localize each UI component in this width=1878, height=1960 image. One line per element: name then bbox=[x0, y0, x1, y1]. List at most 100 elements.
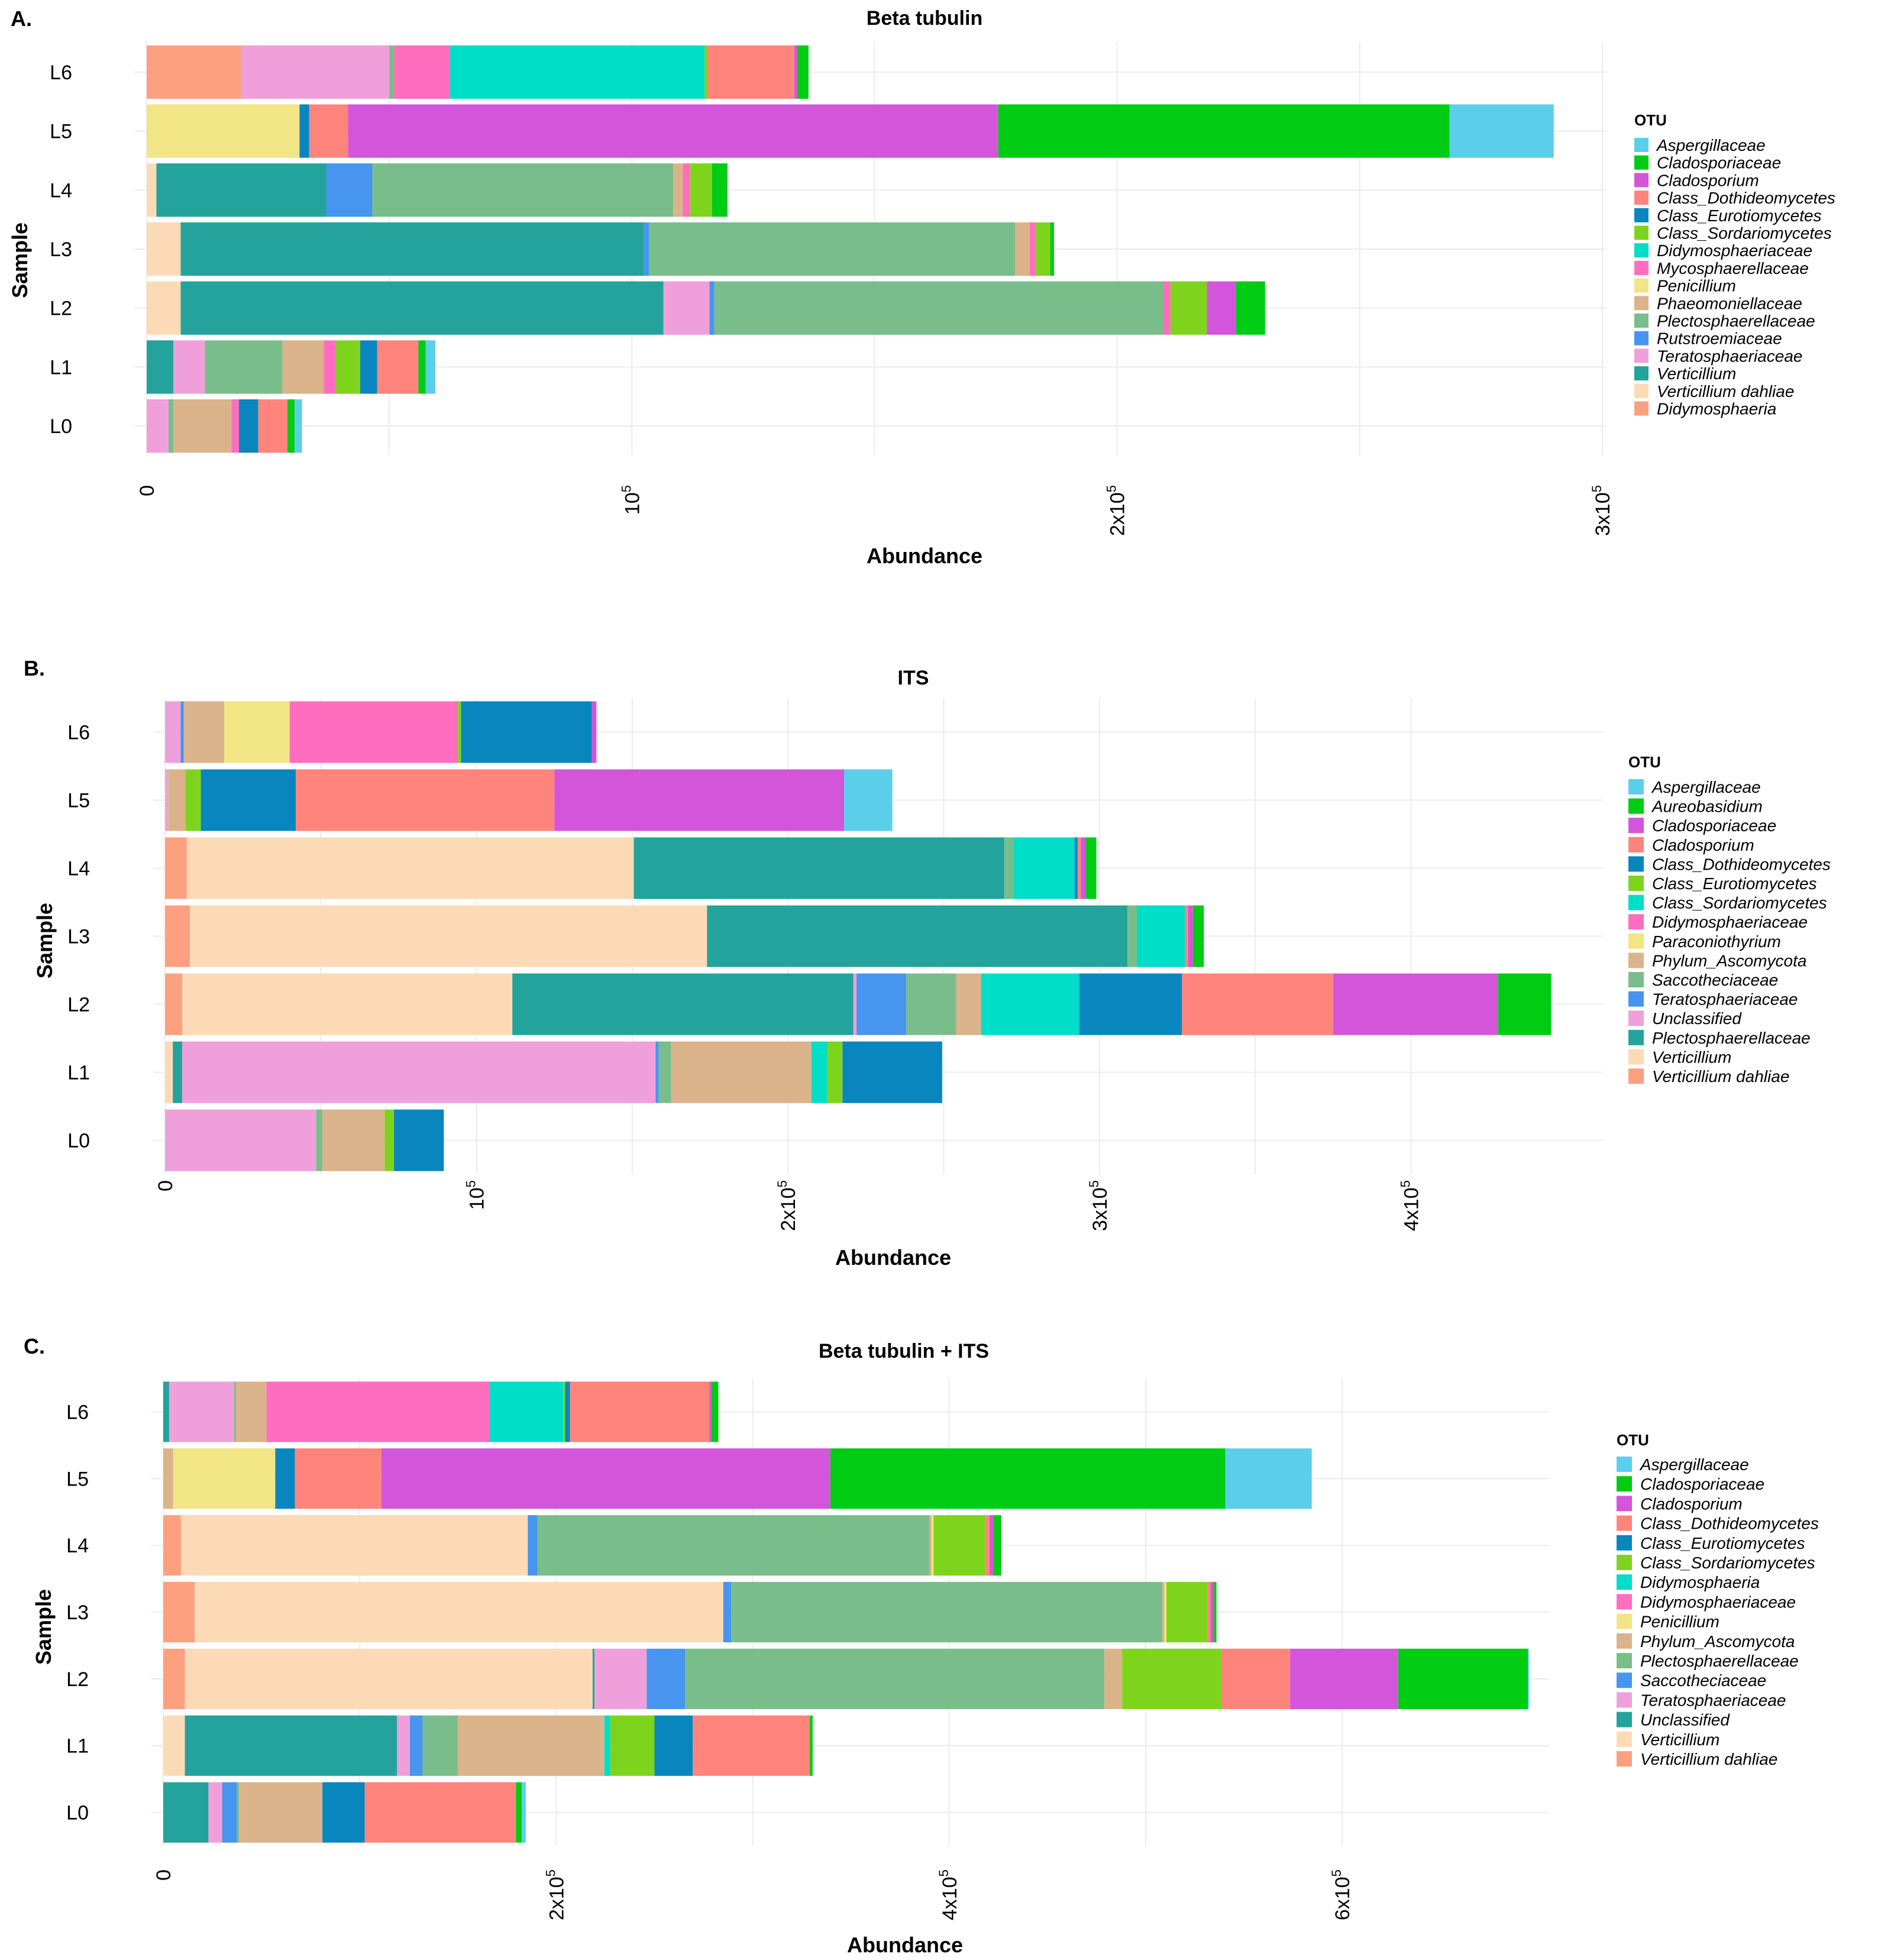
bar-segment-l1-verticillium bbox=[147, 340, 174, 394]
bar-segment-l6-class-eurotiomycetes bbox=[565, 1381, 570, 1442]
legend-label: Class_Sordariomycetes bbox=[1657, 224, 1832, 243]
bar-segment-l6-unclassified bbox=[163, 1381, 169, 1442]
bar-segment-l3-verticillium bbox=[190, 905, 707, 967]
bar-segment-l4-penicillium bbox=[931, 1515, 934, 1576]
bar-segment-l2-verticillium bbox=[185, 1648, 593, 1709]
y-tick-label: L5 bbox=[50, 121, 72, 143]
bar-segment-l2-verticillium bbox=[182, 973, 513, 1035]
bar-segment-l6-cladosporiaceae bbox=[591, 701, 597, 763]
legend-label: Phylum_Ascomycota bbox=[1652, 951, 1806, 970]
x-tick-label: 4x105 bbox=[1398, 1180, 1423, 1231]
panel-b-legend-title: OTU bbox=[1628, 753, 1661, 771]
bar-segment-l1-cladosporiaceae bbox=[418, 340, 426, 394]
legend-swatch bbox=[1634, 243, 1648, 258]
legend-swatch bbox=[1628, 914, 1644, 930]
legend-swatch bbox=[1634, 331, 1648, 345]
y-tick-label: L6 bbox=[50, 62, 72, 84]
legend-swatch bbox=[1634, 208, 1648, 222]
bar-segment-l1-class-eurotiomycetes bbox=[360, 340, 377, 394]
bar-segment-l1-class-dothideomycetes bbox=[842, 1041, 942, 1103]
bar-segment-l1-class-sordariomycetes bbox=[811, 1041, 828, 1103]
legend-label: Cladosporiaceae bbox=[1657, 154, 1781, 172]
legend-label: Verticillium dahliae bbox=[1640, 1750, 1777, 1768]
bar-segment-l4-saccotheciaceae bbox=[1004, 837, 1014, 899]
bars bbox=[163, 1381, 1529, 1843]
legend: AspergillaceaeAureobasidiumCladosporiace… bbox=[1628, 778, 1831, 1086]
legend-swatch bbox=[1617, 1692, 1632, 1708]
bar-segment-l1-cladosporiaceae bbox=[809, 1715, 813, 1776]
bar-segment-l3-plectosphaerellaceae bbox=[731, 1581, 1163, 1643]
panel-a-title: Beta tubulin bbox=[867, 7, 982, 30]
bar-segment-l2-mycosphaerellaceae bbox=[1163, 281, 1171, 335]
legend-label: Cladosporiaceae bbox=[1652, 816, 1776, 835]
bar-segment-l5-aspergillaceae bbox=[1225, 1448, 1312, 1509]
bar-segment-l5-cladosporiaceae bbox=[998, 104, 1450, 158]
bar-segment-l0-class-dothideomycetes bbox=[258, 399, 287, 453]
bar-segment-l1-class-eurotiomycetes bbox=[654, 1715, 693, 1776]
bar-segment-l6-unclassified bbox=[165, 701, 181, 763]
legend-label: Class_Dothideomycetes bbox=[1640, 1515, 1819, 1533]
legend-swatch bbox=[1617, 1476, 1632, 1492]
bar-segment-l5-class-eurotiomycetes bbox=[185, 769, 201, 831]
bar-segment-l0-cladosporiaceae bbox=[287, 399, 295, 453]
bar-segment-l1-mycosphaerellaceae bbox=[324, 340, 336, 394]
bar-segment-l2-phylum-ascomycota bbox=[956, 973, 981, 1035]
bar-segment-l2-teratosphaeriaceae bbox=[594, 1648, 647, 1709]
bar-segment-l0-plectosphaerellaceae bbox=[237, 1782, 239, 1843]
bar-segment-l1-didymosphaeria bbox=[604, 1715, 610, 1776]
bar-segment-l1-class-eurotiomycetes bbox=[827, 1041, 843, 1103]
bar-segment-l3-class-sordariomycetes bbox=[1035, 222, 1050, 276]
legend-swatch bbox=[1628, 1029, 1644, 1045]
bar-segment-l1-plectosphaerellaceae bbox=[205, 340, 283, 394]
bar-segment-l4-class-dothideomycetes bbox=[1074, 837, 1078, 899]
bar-segment-l5-cladosporium bbox=[296, 769, 555, 831]
legend-swatch bbox=[1628, 972, 1644, 987]
legend-label: Class_Eurotiomycetes bbox=[1640, 1534, 1805, 1552]
legend-swatch bbox=[1617, 1535, 1632, 1551]
bar-segment-l3-class-dothideomycetes bbox=[1207, 1581, 1211, 1643]
legend-label: Didymosphaeriaceae bbox=[1640, 1593, 1796, 1611]
legend-swatch bbox=[1634, 260, 1648, 275]
legend-swatch bbox=[1628, 876, 1644, 891]
legend-label: Aspergillaceae bbox=[1651, 778, 1761, 796]
bar-segment-l0-class-eurotiomycetes bbox=[384, 1109, 395, 1171]
bar-segment-l2-cladosporium bbox=[1182, 973, 1333, 1035]
bar-segment-l6-mycosphaerellaceae bbox=[394, 45, 450, 99]
bar-segment-l1-phylum-ascomycota bbox=[671, 1041, 812, 1103]
legend-label: Verticillium bbox=[1640, 1730, 1719, 1749]
bar-segment-l2-verticillium-dahliae bbox=[147, 281, 181, 335]
bar-segment-l3-cladosporiaceae bbox=[1188, 905, 1193, 967]
legend-swatch bbox=[1628, 952, 1644, 968]
legend-swatch bbox=[1628, 779, 1644, 795]
panel-b-title: ITS bbox=[898, 667, 929, 689]
bar-segment-l4-cladosporium bbox=[1077, 837, 1081, 899]
legend: AspergillaceaeCladosporiaceaeCladosporiu… bbox=[1634, 136, 1835, 418]
legend-swatch bbox=[1628, 837, 1644, 853]
bars bbox=[165, 701, 1551, 1171]
legend-swatch bbox=[1628, 1049, 1644, 1065]
legend-label: Cladosporium bbox=[1640, 1494, 1743, 1513]
bar-segment-l1-aspergillaceae bbox=[425, 340, 436, 394]
panel-b: B. ITS Abundance Sample OTU L6 L5 L4 L3 L2 L1… bbox=[24, 656, 1831, 1270]
bar-segment-l2-teratosphaeriaceae bbox=[856, 973, 907, 1035]
bar-segment-l1-saccotheciaceae bbox=[658, 1041, 671, 1103]
bar-segment-l0-class-eurotiomycetes bbox=[322, 1782, 365, 1843]
bar-segment-l2-plectosphaerellaceae bbox=[684, 1648, 1105, 1709]
bar-segment-l6-paraconiothyrium bbox=[224, 701, 290, 763]
legend-swatch bbox=[1634, 190, 1648, 205]
bar-segment-l0-teratosphaeriaceae bbox=[147, 399, 169, 453]
legend-label: Aureobasidium bbox=[1651, 797, 1763, 816]
bar-segment-l4-class-sordariomycetes bbox=[690, 163, 712, 217]
bar-segment-l0-saccotheciaceae bbox=[316, 1109, 322, 1171]
y-tick-label: L0 bbox=[50, 415, 72, 438]
bar-segment-l0-aspergillaceae bbox=[295, 399, 302, 453]
legend-label: Verticillium bbox=[1652, 1048, 1731, 1066]
bar-segment-l1-class-sordariomycetes bbox=[335, 340, 360, 394]
panel-b-y-axis-title: Sample bbox=[33, 903, 57, 979]
bar-segment-l0-teratosphaeriaceae bbox=[208, 1782, 222, 1843]
bar-segment-l1-phylum-ascomycota bbox=[458, 1715, 605, 1776]
bar-segment-l0-saccotheciaceae bbox=[222, 1782, 237, 1843]
bar-segment-l3-cladosporium bbox=[1185, 905, 1188, 967]
bar-segment-l5-aspergillaceae bbox=[1449, 104, 1554, 158]
bar-segment-l2-verticillium bbox=[180, 281, 664, 335]
